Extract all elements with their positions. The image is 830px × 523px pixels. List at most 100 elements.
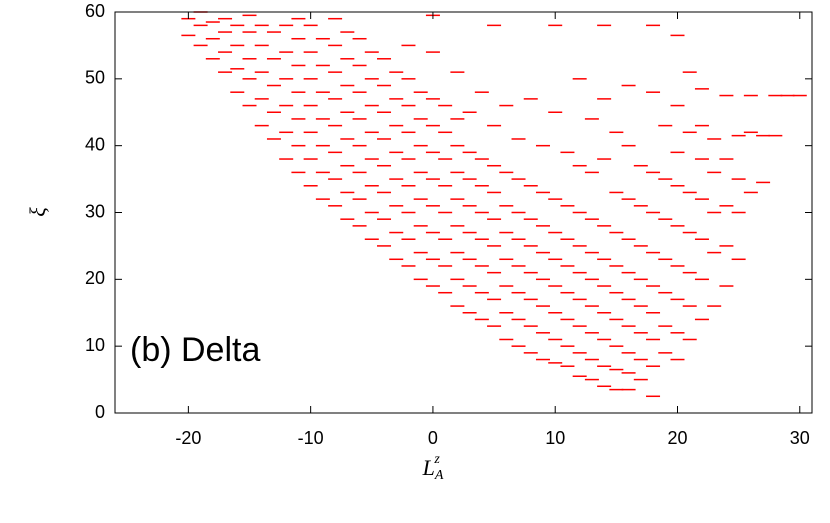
level-dash: [352, 37, 367, 40]
level-dash: [609, 345, 624, 347]
level-dash: [694, 198, 709, 200]
level-dash: [315, 198, 330, 200]
level-dash: [597, 258, 612, 261]
level-dash: [279, 78, 294, 80]
level-dash: [193, 44, 208, 47]
level-dash: [266, 58, 281, 60]
level-dash: [572, 375, 587, 377]
level-dash: [401, 238, 416, 240]
level-dash: [535, 305, 550, 307]
y-tick-label: 60: [85, 1, 105, 21]
level-dash: [609, 368, 624, 371]
level-dash: [609, 265, 624, 267]
y-axis-label: ξ: [25, 207, 50, 217]
level-dash: [377, 58, 392, 60]
level-dash: [487, 24, 502, 27]
level-dash: [474, 238, 489, 240]
level-dash: [254, 98, 269, 100]
level-dash: [413, 225, 428, 227]
level-dash: [425, 124, 440, 127]
level-dash: [279, 51, 294, 53]
level-dash: [303, 131, 318, 134]
y-tick-label: 10: [85, 335, 105, 355]
level-dash: [389, 151, 404, 154]
level-dash: [474, 291, 489, 294]
x-tick-label: 20: [667, 428, 687, 448]
level-dash: [291, 118, 306, 120]
level-dash: [291, 171, 306, 174]
level-dash: [328, 17, 343, 20]
level-dash: [450, 198, 465, 200]
level-dash: [731, 258, 746, 261]
level-dash: [584, 378, 599, 381]
level-dash: [352, 225, 367, 227]
level-dash: [523, 245, 538, 247]
level-dash: [377, 191, 392, 194]
level-dash: [462, 231, 477, 234]
level-dash: [682, 305, 697, 307]
level-dash: [279, 131, 294, 134]
level-dash: [756, 134, 771, 137]
level-dash: [523, 271, 538, 274]
level-dash: [621, 144, 636, 147]
level-dash: [707, 305, 722, 307]
level-dash: [621, 271, 636, 274]
level-dash: [743, 191, 758, 194]
level-dash: [364, 51, 379, 53]
level-dash: [719, 245, 734, 247]
level-dash: [694, 88, 709, 90]
level-dash: [707, 138, 722, 140]
level-dash: [242, 31, 257, 33]
level-dash: [572, 211, 587, 214]
level-dash: [609, 318, 624, 321]
level-dash: [548, 362, 563, 364]
level-dash: [401, 185, 416, 187]
level-dash: [377, 164, 392, 167]
level-dash: [413, 251, 428, 254]
level-dash: [377, 138, 392, 140]
level-dash: [548, 258, 563, 261]
level-dash: [377, 245, 392, 247]
level-dash: [413, 278, 428, 281]
level-dash: [279, 24, 294, 27]
level-dash: [413, 198, 428, 200]
level-dash: [303, 185, 318, 187]
level-dash: [474, 265, 489, 267]
level-dash: [291, 37, 306, 40]
level-dash: [548, 111, 563, 113]
level-dash: [487, 298, 502, 301]
level-dash: [621, 325, 636, 327]
level-dash: [584, 305, 599, 307]
level-dash: [535, 278, 550, 281]
level-dash: [389, 231, 404, 234]
level-dash: [474, 185, 489, 187]
level-dash: [572, 164, 587, 167]
level-dash: [609, 131, 624, 134]
level-dash: [450, 225, 465, 227]
level-dash: [584, 251, 599, 254]
level-dash: [646, 395, 661, 398]
level-dash: [707, 211, 722, 214]
level-dash: [230, 44, 245, 47]
level-dash: [670, 332, 685, 334]
level-dash: [523, 298, 538, 301]
y-tick-label: 0: [95, 402, 105, 422]
level-dash: [438, 131, 453, 134]
level-dash: [511, 318, 526, 321]
level-dash: [499, 171, 514, 174]
level-dash: [450, 118, 465, 120]
level-dash: [511, 178, 526, 180]
level-dash: [462, 285, 477, 287]
level-dash: [621, 372, 636, 374]
level-dash: [487, 271, 502, 274]
level-dash: [279, 158, 294, 160]
level-dash: [780, 94, 795, 97]
level-dash: [389, 124, 404, 127]
y-tick-label: 30: [85, 201, 105, 221]
level-dash: [242, 104, 257, 107]
level-dash: [511, 138, 526, 140]
level-dash: [548, 338, 563, 341]
level-dash: [535, 251, 550, 254]
level-dash: [584, 278, 599, 281]
level-dash: [315, 144, 330, 147]
